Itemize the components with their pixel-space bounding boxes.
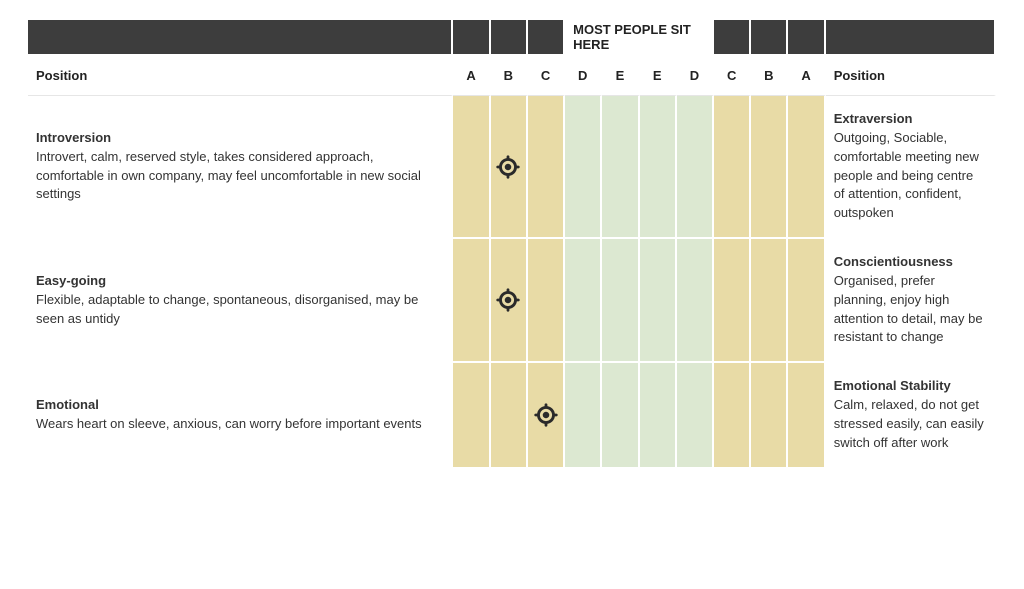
score-cell (491, 363, 528, 468)
trait-row: IntroversionIntrovert, calm, reserved st… (28, 96, 996, 239)
trait-left-title: Introversion (36, 129, 443, 148)
trait-left-text: Wears heart on sleeve, anxious, can worr… (36, 416, 422, 431)
score-cell (453, 363, 490, 468)
trait-left-text: Flexible, adaptable to change, spontaneo… (36, 292, 418, 326)
score-cell (528, 239, 565, 363)
trait-right-text: Calm, relaxed, do not get stressed easil… (834, 397, 984, 450)
score-cell (602, 239, 639, 363)
score-cell (491, 96, 528, 239)
score-cell (528, 96, 565, 239)
trait-right-title: Conscientiousness (834, 253, 986, 272)
header-dark-col-9 (788, 20, 825, 56)
trait-left-desc: IntroversionIntrovert, calm, reserved st… (28, 96, 453, 239)
trait-right-text: Outgoing, Sociable, comfortable meeting … (834, 130, 979, 220)
trait-right-desc: Emotional StabilityCalm, relaxed, do not… (826, 363, 996, 468)
score-cell (565, 96, 602, 239)
col-letter-2: C (528, 56, 565, 96)
score-cell (677, 363, 714, 468)
trait-right-title: Extraversion (834, 110, 986, 129)
header-dark-col-8 (751, 20, 788, 56)
score-cell (714, 363, 751, 468)
position-label-right: Position (826, 56, 996, 96)
col-letter-8: B (751, 56, 788, 96)
header-dark-right (826, 20, 996, 56)
score-cell (714, 96, 751, 239)
personality-table: MOST PEOPLE SIT HERE Position A B C D E … (28, 20, 996, 469)
trait-left-text: Introvert, calm, reserved style, takes c… (36, 149, 421, 202)
trait-row: Easy-goingFlexible, adaptable to change,… (28, 239, 996, 363)
trait-row: EmotionalWears heart on sleeve, anxious,… (28, 363, 996, 468)
col-letter-5: E (640, 56, 677, 96)
col-letter-7: C (714, 56, 751, 96)
header-middle-label: MOST PEOPLE SIT HERE (565, 20, 714, 56)
header-dark-col-0 (453, 20, 490, 56)
trait-right-desc: ConscientiousnessOrganised, prefer plann… (826, 239, 996, 363)
target-icon (532, 401, 560, 429)
trait-left-desc: EmotionalWears heart on sleeve, anxious,… (28, 363, 453, 468)
trait-right-desc: ExtraversionOutgoing, Sociable, comforta… (826, 96, 996, 239)
header-dark-col-2 (528, 20, 565, 56)
score-cell (602, 363, 639, 468)
score-cell (751, 239, 788, 363)
position-label-left: Position (28, 56, 453, 96)
header-dark-row: MOST PEOPLE SIT HERE (28, 20, 996, 56)
score-cell (528, 363, 565, 468)
score-cell (491, 239, 528, 363)
score-cell (788, 239, 825, 363)
trait-right-title: Emotional Stability (834, 377, 986, 396)
trait-left-title: Emotional (36, 396, 443, 415)
target-icon (494, 153, 522, 181)
header-dark-col-1 (491, 20, 528, 56)
score-cell (602, 96, 639, 239)
score-cell (640, 363, 677, 468)
score-cell (453, 96, 490, 239)
trait-left-desc: Easy-goingFlexible, adaptable to change,… (28, 239, 453, 363)
col-letter-3: D (565, 56, 602, 96)
header-letter-row: Position A B C D E E D C B A Position (28, 56, 996, 96)
score-cell (677, 96, 714, 239)
col-letter-0: A (453, 56, 490, 96)
score-cell (714, 239, 751, 363)
score-cell (677, 239, 714, 363)
col-letter-9: A (788, 56, 825, 96)
trait-right-text: Organised, prefer planning, enjoy high a… (834, 273, 983, 345)
score-cell (751, 96, 788, 239)
score-cell (565, 239, 602, 363)
header-dark-col-7 (714, 20, 751, 56)
score-cell (788, 96, 825, 239)
score-cell (640, 96, 677, 239)
target-icon (494, 286, 522, 314)
col-letter-6: D (677, 56, 714, 96)
score-cell (640, 239, 677, 363)
header-dark-left (28, 20, 453, 56)
score-cell (453, 239, 490, 363)
score-cell (565, 363, 602, 468)
trait-left-title: Easy-going (36, 272, 443, 291)
col-letter-4: E (602, 56, 639, 96)
score-cell (751, 363, 788, 468)
score-cell (788, 363, 825, 468)
col-letter-1: B (491, 56, 528, 96)
